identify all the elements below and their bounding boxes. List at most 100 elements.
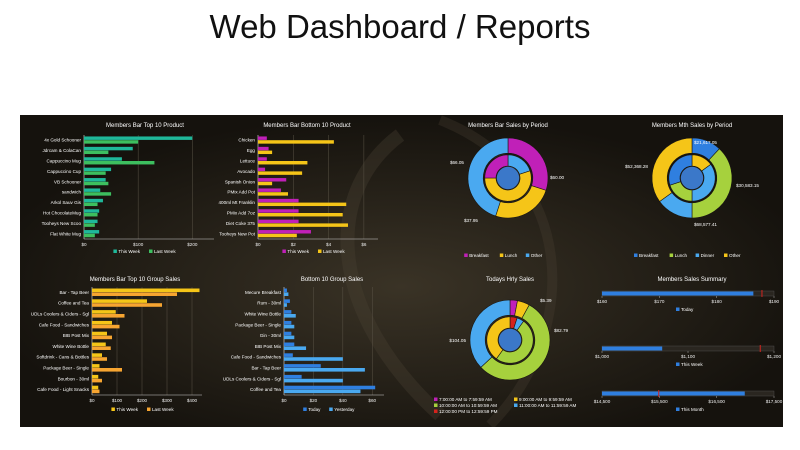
category-label: Cappuccino Cup [47, 169, 81, 174]
bar [92, 346, 111, 350]
chart-title: Members Bar Sales by Period [468, 123, 548, 129]
chart-title: Members Sales Summary [657, 277, 726, 283]
data-label: $82.79 [554, 328, 568, 333]
summary-tick-label: $1,200 [767, 354, 781, 359]
pie-slice [469, 299, 511, 368]
pie-slice [467, 137, 509, 217]
data-label: $60.00 [550, 175, 564, 180]
category-label: 400ml Mt Franklin [218, 200, 255, 205]
bar [84, 146, 133, 151]
bar [92, 385, 99, 390]
category-label: UDLs Coolers & Ciders - Sgl [31, 312, 89, 317]
legend-label: 9:00:00 AM to 9:59:59 AM [519, 397, 572, 402]
x-tick-label: $100 [112, 398, 123, 403]
chart-title: Members Mth Sales by Period [652, 123, 732, 129]
bar [92, 292, 177, 296]
legend-label: Other [531, 253, 543, 258]
bar [92, 314, 125, 318]
bar [92, 368, 122, 372]
chart-title: Members Bar Bottom 10 Product [263, 123, 351, 129]
bar [84, 157, 122, 161]
dashboard-panel: Members Bar Top 10 Product $0 $100 $200 4x G… [20, 115, 783, 427]
summary-bar [602, 391, 745, 396]
x-tick-label: $6 [361, 242, 367, 247]
x-tick-label: $0 [281, 398, 287, 403]
x-tick-label: $0 [89, 398, 95, 403]
category-label: 4x Gold Schooner [44, 138, 81, 143]
data-label: $37.95 [464, 218, 478, 223]
bar [92, 378, 102, 383]
bar [258, 157, 267, 161]
bar [258, 188, 281, 192]
bar [84, 209, 100, 213]
chart-title: Members Bar Top 10 Group Sales [90, 277, 181, 283]
legend-swatch [113, 249, 117, 253]
legend-swatch [676, 307, 680, 311]
category-label: Softdrink - Cans & Bottles [36, 355, 89, 360]
bar [258, 230, 311, 234]
category-label: Package Beer - Single [43, 366, 89, 371]
data-label: $30,583.15 [736, 183, 759, 188]
decorative-swirl [340, 129, 445, 421]
bar [284, 368, 365, 372]
category-label: sandwich [62, 190, 82, 195]
bar [284, 357, 343, 361]
bar [258, 167, 266, 172]
bar [284, 292, 289, 296]
summary-tick-label: $16,500 [708, 399, 725, 404]
bar [258, 192, 288, 196]
category-label: BIB Post Mix [63, 333, 90, 338]
summary-tick-label: $170 [654, 299, 665, 304]
legend-swatch [669, 253, 674, 257]
summary-tick-label: $160 [597, 299, 608, 304]
category-label: Mecure Breakfast [245, 290, 282, 295]
category-label: Tooheys New Scoo [42, 221, 82, 226]
bar [92, 389, 100, 394]
chart-title: Todays Hrly Sales [486, 277, 534, 283]
legend-swatch [329, 407, 333, 411]
legend-swatch [724, 253, 728, 257]
bar [84, 171, 106, 175]
bar [258, 150, 273, 155]
legend-label: Today [308, 407, 321, 412]
legend-label: 10:00:00 AM to 10:59:59 AM [439, 403, 497, 408]
legend-label: This Week [116, 407, 138, 412]
x-tick-label: $200 [187, 242, 198, 247]
category-label: Arkol Sauv Gis [51, 200, 82, 205]
legend-label: Dinner [701, 253, 715, 258]
category-label: PMix Add 7oz [227, 211, 256, 216]
x-tick-label: $200 [137, 398, 148, 403]
chart-title: Members Bar Top 10 Product [106, 123, 184, 129]
legend-label: Last Week [152, 407, 174, 412]
bar [84, 150, 109, 155]
summary-bar [602, 346, 663, 351]
category-label: White Wine Bottle [52, 344, 89, 349]
pie-slice [668, 154, 693, 186]
bar [84, 167, 112, 172]
bar [284, 288, 287, 293]
legend-label: 11:00:00 AM to 11:59:59 AM [519, 403, 576, 408]
category-label: Diet Coke 375 [226, 221, 256, 226]
legend-swatch [676, 362, 680, 366]
pie-slice [484, 154, 509, 179]
summary-tick-label: $190 [769, 299, 780, 304]
bar [92, 357, 107, 361]
bar [284, 314, 296, 318]
legend-swatch [514, 397, 518, 401]
pie-slice [484, 170, 532, 202]
bar [84, 161, 155, 165]
pie-center [498, 328, 522, 352]
data-label: $5.39 [540, 298, 552, 303]
bar [84, 213, 98, 217]
category-label: Coffee and Tea [250, 387, 281, 392]
pie-slice [651, 137, 693, 202]
legend-label: Last Week [154, 249, 176, 254]
bar [284, 324, 295, 329]
bar [258, 181, 273, 186]
summary-tick-label: $15,500 [651, 399, 668, 404]
category-label: Jdrcam & ColaCan [42, 148, 81, 153]
x-tick-label: $300 [162, 398, 173, 403]
bar [84, 233, 95, 238]
category-label: VB Schooner [54, 179, 82, 184]
x-tick-label: $4 [326, 242, 332, 247]
